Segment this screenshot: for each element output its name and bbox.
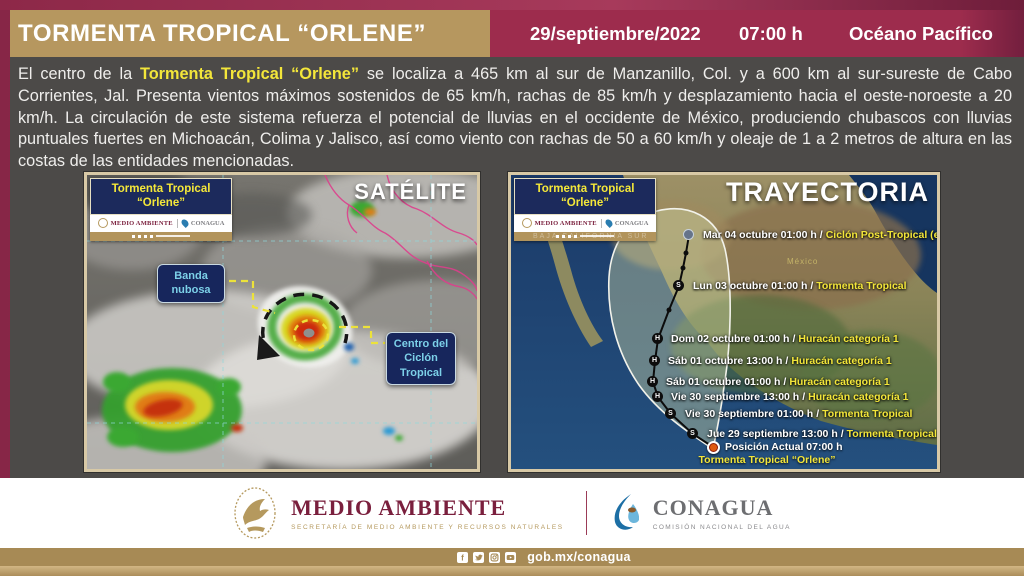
badge-social-strip xyxy=(514,231,656,241)
agency-badge: Tormenta Tropical “Orlene” MEDIO AMBIENT… xyxy=(90,178,232,241)
map-label-mexico: México xyxy=(787,257,819,266)
page-title: TORMENTA TROPICAL “ORLENE” xyxy=(18,20,427,47)
water-drop-icon xyxy=(179,218,190,229)
bulletin-text: El centro de la Tormenta Tropical “Orlen… xyxy=(18,64,1012,173)
badge-storm-name-line1: Tormenta Tropical xyxy=(535,183,635,195)
track-point-label: Vie 30 septiembre 01:00 h / Tormenta Tropi… xyxy=(685,408,913,420)
track-point-marker: H xyxy=(647,376,658,387)
trajectory-panel-title: TRAYECTORIA xyxy=(725,177,929,207)
track-point-marker: H xyxy=(652,391,663,402)
semarnat-eagle-icon xyxy=(233,486,277,540)
track-point-marker: H xyxy=(649,355,660,366)
badge-divider xyxy=(176,218,178,228)
conagua-subtitle: COMISIÓN NACIONAL DEL AGUA xyxy=(652,524,791,531)
semarnat-block: MEDIO AMBIENTE SECRETARÍA DE MEDIO AMBIE… xyxy=(291,495,564,531)
badge-storm-name-line2: “Orlene” xyxy=(137,197,185,210)
track-point-label: Lun 03 octubre 01:00 h / Tormenta Tropical xyxy=(693,280,907,292)
twitter-icon[interactable] xyxy=(473,551,485,563)
bottom-accent-strip xyxy=(0,566,1024,576)
track-point-label: Jue 29 septiembre 13:00 h / Tormenta Tropi… xyxy=(707,428,937,440)
semarnat-name: MEDIO AMBIENTE xyxy=(291,495,507,520)
badge-title: Tormenta Tropical “Orlene” xyxy=(514,178,656,215)
badge-divider xyxy=(600,218,602,228)
report-date: 29/septiembre/2022 xyxy=(530,23,701,44)
bulletin-highlight: Tormenta Tropical “Orlene” xyxy=(140,65,360,83)
bottom-bar: f gob.mx/conagua xyxy=(0,548,1024,566)
agency-badge: Tormenta Tropical “Orlene” MEDIO AMBIENT… xyxy=(514,178,656,241)
conagua-url-link[interactable]: gob.mx/conagua xyxy=(527,550,631,564)
badge-social-strip xyxy=(90,231,232,241)
badge-conagua-label: CONAGUA xyxy=(190,219,225,227)
report-time: 07:00 h xyxy=(739,23,803,44)
map-label-baja: BAJA CALIFORNIA SUR xyxy=(533,233,649,240)
cyclone-center-label: Centro del Ciclón Tropical xyxy=(386,332,456,385)
conagua-logo-icon xyxy=(609,491,639,536)
youtube-icon[interactable] xyxy=(505,551,517,563)
badge-logos: MEDIO AMBIENTE CONAGUA xyxy=(90,214,232,232)
header-title-block: TORMENTA TROPICAL “ORLENE” xyxy=(10,10,490,57)
track-point-label: Dom 02 octubre 01:00 h / Huracán categoría… xyxy=(671,333,899,345)
conagua-name: CONAGUA xyxy=(652,495,774,520)
header-meta: 29/septiembre/2022 07:00 h Océano Pacífi… xyxy=(490,10,1024,57)
conagua-block: CONAGUA COMISIÓN NACIONAL DEL AGUA xyxy=(653,495,791,531)
badge-semarnat-label: MEDIO AMBIENTE xyxy=(534,219,597,227)
current-position-label: Posición Actual 07:00 h xyxy=(725,441,843,453)
facebook-icon[interactable]: f xyxy=(457,551,469,563)
current-position-marker xyxy=(707,441,720,454)
badge-storm-name-line2: “Orlene” xyxy=(561,197,609,210)
track-point-marker: S xyxy=(665,408,676,419)
badge-storm-name-line1: Tormenta Tropical xyxy=(111,183,211,195)
badge-conagua-label: CONAGUA xyxy=(614,219,649,227)
badge-semarnat-label: MEDIO AMBIENTE xyxy=(110,219,173,227)
track-point-label: Vie 30 septiembre 13:00 h / Huracán catego… xyxy=(671,391,909,403)
badge-logos: MEDIO AMBIENTE CONAGUA xyxy=(514,214,656,232)
current-position-name: Tormenta Tropical “Orlene” xyxy=(698,454,836,466)
semarnat-subtitle: SECRETARÍA DE MEDIO AMBIENTE Y RECURSOS … xyxy=(291,524,564,531)
eagle-logo-icon xyxy=(521,218,532,229)
track-point-label: Mar 04 octubre 01:00 h / Ciclón Post-Tropi… xyxy=(703,229,940,241)
track-point-marker: S xyxy=(687,428,698,439)
bulletin-lead: El centro de la xyxy=(18,65,140,83)
bulletin-rest: se localiza a 465 km al sur de Manzanill… xyxy=(18,65,1013,171)
badge-title: Tormenta Tropical “Orlene” xyxy=(90,178,232,215)
footer: MEDIO AMBIENTE SECRETARÍA DE MEDIO AMBIE… xyxy=(0,478,1024,548)
track-point-label: Sáb 01 octubre 13:00 h / Huracán categoría… xyxy=(668,355,892,367)
track-point-marker: S xyxy=(673,280,684,291)
footer-logos: MEDIO AMBIENTE SECRETARÍA DE MEDIO AMBIE… xyxy=(233,486,791,540)
trajectory-panel: TRAYECTORIA Tormenta Tropical “Orlene” M… xyxy=(508,172,940,472)
instagram-icon[interactable] xyxy=(489,551,501,563)
cloud-band-label: Banda nubosa xyxy=(157,264,225,303)
track-point-marker: H xyxy=(652,333,663,344)
track-point-marker xyxy=(683,229,694,240)
report-basin: Océano Pacífico xyxy=(849,23,993,44)
eagle-logo-icon xyxy=(97,218,108,229)
satellite-panel: SATÉLITE Tormenta Tropical “Orlene” MEDI… xyxy=(84,172,480,472)
satellite-panel-title: SATÉLITE xyxy=(354,179,467,204)
footer-divider xyxy=(585,491,587,535)
svg-text:f: f xyxy=(461,553,464,561)
track-point-label: Sáb 01 octubre 01:00 h / Huracán categoría… xyxy=(666,376,890,388)
top-accent-strip xyxy=(0,0,1024,10)
header: TORMENTA TROPICAL “ORLENE” 29/septiembre… xyxy=(10,10,1024,57)
water-drop-icon xyxy=(603,218,614,229)
